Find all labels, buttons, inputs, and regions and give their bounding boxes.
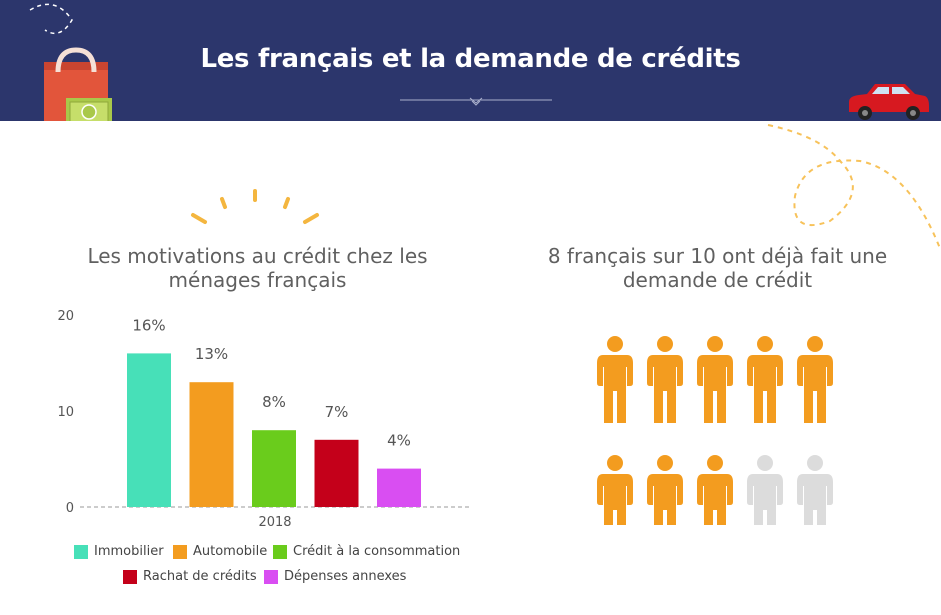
bar-1: [127, 353, 171, 507]
y-tick-label: 10: [57, 405, 74, 420]
legend-item: Crédit à la consommation: [273, 544, 460, 559]
legend-swatch: [264, 569, 278, 584]
header-banner: Les français et la demande de crédits: [0, 0, 941, 121]
data-label: 13%: [195, 345, 228, 363]
bar-3: [252, 430, 296, 507]
person-icon: [697, 336, 733, 423]
data-label: 7%: [325, 403, 349, 421]
person-icon: [797, 455, 833, 525]
legend-label: Rachat de crédits: [143, 569, 257, 584]
car-icon: [849, 84, 929, 120]
data-label: 8%: [262, 393, 286, 411]
legend-item: Dépenses annexes: [264, 569, 406, 584]
legend-swatch: [173, 544, 187, 559]
sun-rays-decoration: [191, 189, 319, 224]
person-icon: [597, 455, 633, 525]
legend-label: Dépenses annexes: [284, 569, 407, 584]
legend-swatch: [273, 544, 287, 559]
person-icon: [647, 336, 683, 423]
chart-subtitle-line1: Les motivations au crédit chez les: [87, 244, 428, 268]
person-icon: [747, 455, 783, 525]
legend-item: Immobilier: [74, 544, 164, 559]
person-icon: [597, 336, 633, 423]
legend-label: Automobile: [193, 544, 268, 559]
legend-label: Crédit à la consommation: [293, 544, 461, 559]
y-tick-label: 0: [66, 501, 74, 516]
legend-swatch: [123, 569, 137, 584]
legend-item: Rachat de crédits: [123, 569, 257, 584]
legend-swatch: [74, 544, 88, 559]
legend-item: Automobile: [173, 544, 267, 559]
legend-label: Immobilier: [94, 544, 164, 559]
shopping-bag-icon: [29, 3, 112, 121]
chart-subtitle: Les motivations au crédit chez les ménag…: [60, 244, 455, 292]
page-title: Les français et la demande de crédits: [200, 44, 741, 74]
people-subtitle-line1: 8 français sur 10 ont déjà fait une: [547, 244, 888, 268]
person-icon: [647, 455, 683, 525]
people-subtitle-line2: demande de crédit: [622, 268, 813, 292]
bar-5: [377, 468, 421, 507]
title-divider: [400, 97, 552, 106]
y-tick-label: 20: [57, 309, 74, 324]
person-icon: [697, 455, 733, 525]
people-pictogram: [597, 336, 833, 525]
data-label: 4%: [387, 432, 411, 450]
data-label: 16%: [132, 316, 165, 334]
people-subtitle: 8 français sur 10 ont déjà fait une dema…: [520, 244, 915, 292]
person-icon: [747, 336, 783, 423]
person-icon: [797, 336, 833, 423]
bar-2: [189, 382, 234, 507]
bar-4: [314, 439, 359, 507]
chart-subtitle-line2: ménages français: [168, 268, 347, 292]
x-category-label: 2018: [258, 515, 291, 530]
